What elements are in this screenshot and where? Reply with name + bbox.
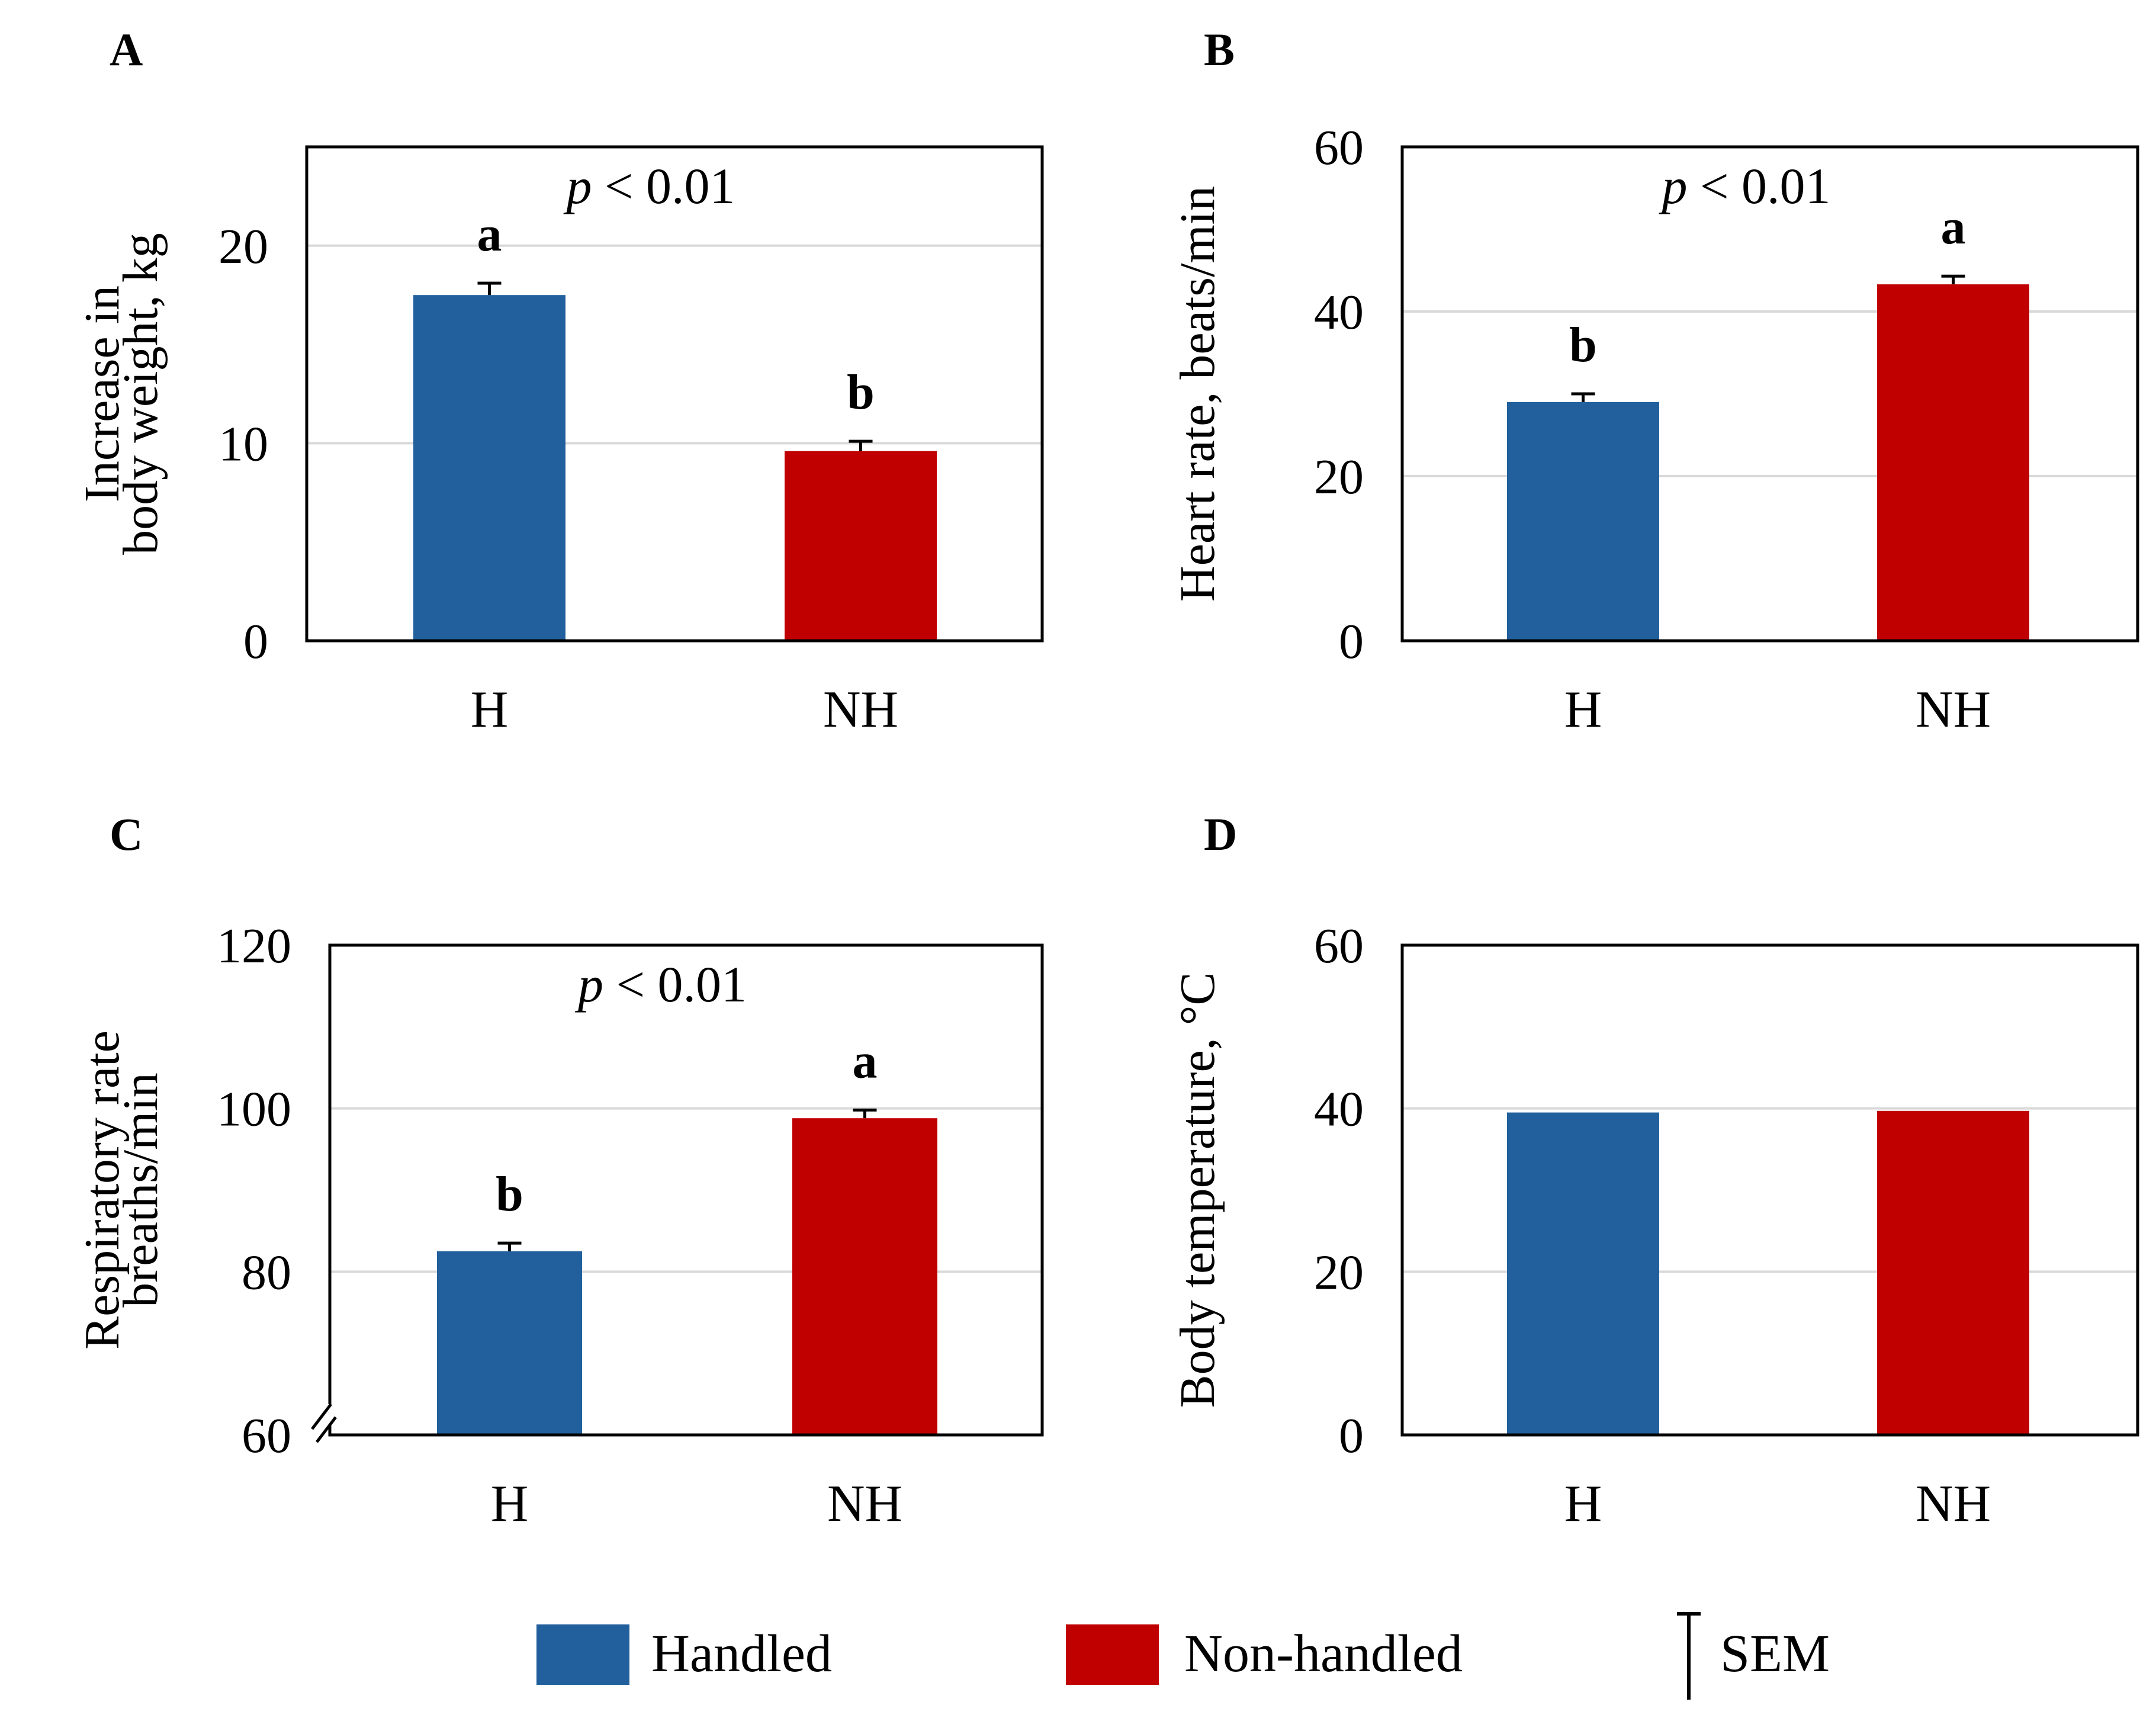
legend-swatch-handled [536, 1624, 629, 1685]
y-tick-label: 60 [1314, 120, 1364, 175]
y-tick-label: 20 [219, 219, 268, 274]
category-label: NH [1916, 1475, 1991, 1533]
y-tick-label: 0 [1339, 614, 1364, 669]
y-tick-label: 0 [243, 614, 268, 669]
y-tick-label: 120 [217, 919, 291, 974]
category-label: H [471, 681, 509, 738]
y-axis-label: Heart rate, beats/min [1170, 186, 1225, 602]
y-tick-label: 60 [242, 1408, 291, 1463]
p-value-annotation: p < 0.01 [574, 956, 747, 1013]
legend-swatch-non-handled [1066, 1624, 1159, 1685]
y-axis-label: breaths/min [113, 1072, 168, 1308]
significance-label: a [853, 1033, 878, 1088]
legend-label-handled: Handled [651, 1624, 832, 1683]
significance-label: a [1941, 200, 1966, 255]
y-axis-label: body weight, kg [113, 233, 168, 555]
bar-h [437, 1251, 582, 1435]
y-tick-label: 0 [1339, 1408, 1364, 1463]
significance-label: b [1569, 317, 1597, 372]
significance-label: a [477, 207, 502, 262]
legend-label-non-handled: Non-handled [1184, 1624, 1463, 1683]
axis-break-mark [311, 1403, 332, 1430]
chart-panel-d: D H NH 0 20 40 60 Body temperature, °C [1170, 808, 2139, 1533]
y-tick-label: 100 [217, 1082, 291, 1137]
y-tick-label: 40 [1314, 285, 1364, 340]
y-axis-label: Respiratory rate [75, 1030, 130, 1350]
legend-label-sem: SEM [1720, 1624, 1830, 1683]
y-tick-label: 60 [1314, 919, 1364, 974]
legend: Handled Non-handled SEM [536, 1612, 1830, 1700]
category-label: H [491, 1475, 529, 1533]
p-value-annotation: p < 0.01 [563, 158, 735, 214]
panel-letter-b: B [1204, 24, 1235, 75]
bar-nh [792, 1118, 937, 1435]
category-label: H [1564, 681, 1602, 738]
y-tick-label: 20 [1314, 449, 1364, 505]
p-value-annotation: p < 0.01 [1658, 158, 1830, 214]
panel-letter-c: C [110, 808, 143, 860]
category-label: NH [1916, 681, 1991, 738]
y-axis-label: Body temperature, °C [1170, 972, 1225, 1408]
axis-break-mark [316, 1416, 337, 1443]
y-tick-label: 10 [219, 416, 268, 471]
y-tick-label: 40 [1314, 1082, 1364, 1137]
category-label: H [1564, 1475, 1602, 1533]
plot-frame [305, 145, 1044, 643]
significance-label: b [847, 365, 875, 420]
chart-panel-b: Bb Ha NH 0 20 40 60 p < 0.01 Heart rate, beats/m… [1170, 24, 2139, 738]
bar-nh [1877, 1110, 2029, 1435]
bar-h [1507, 1112, 1659, 1435]
category-label: NH [827, 1475, 902, 1533]
panel-letter-a: A [110, 24, 143, 75]
bar-h [1507, 402, 1659, 641]
plot-frame [1400, 145, 2139, 643]
y-tick-label: 20 [1314, 1245, 1364, 1300]
bar-nh [785, 451, 937, 641]
bar-h [413, 295, 565, 641]
category-label: NH [823, 681, 898, 738]
panel-letter-d: D [1204, 808, 1237, 860]
bar-nh [1877, 284, 2029, 641]
plot-frame [328, 943, 1044, 1437]
plot-frame [1400, 943, 2139, 1437]
y-tick-label: 80 [242, 1245, 291, 1300]
chart-panel-c: Cb Ha NH 60 80 100 120 p < 0.01 Respiratory rate… [75, 808, 1044, 1533]
y-axis-label: Increase in [75, 285, 130, 502]
significance-label: b [496, 1167, 523, 1222]
